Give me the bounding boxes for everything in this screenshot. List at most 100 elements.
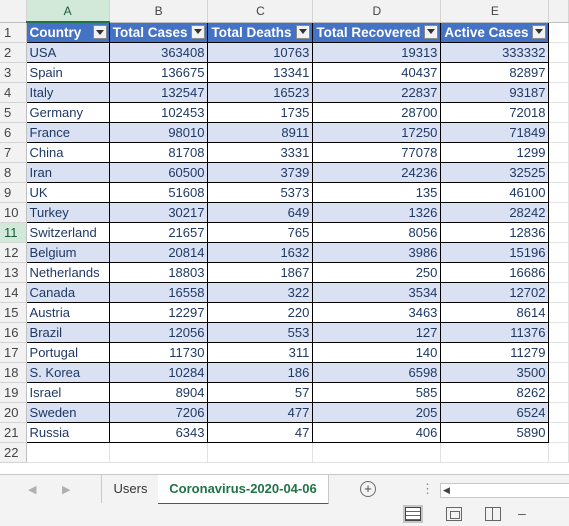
horizontal-scrollbar[interactable]: ◀ xyxy=(440,483,569,498)
active-cell[interactable]: 15196 xyxy=(440,242,550,263)
deaths-cell[interactable]: 311 xyxy=(207,342,314,363)
empty-cell[interactable] xyxy=(548,342,569,363)
sheet-tab-coronavirus[interactable]: Coronavirus-2020-04-06 xyxy=(158,475,329,505)
recovered-cell[interactable]: 8056 xyxy=(312,222,442,243)
recovered-cell[interactable]: 406 xyxy=(312,422,442,443)
active-cell[interactable]: 8614 xyxy=(440,302,550,323)
deaths-cell[interactable]: 8911 xyxy=(207,122,314,143)
scroll-tabs-right-icon[interactable]: ▶ xyxy=(62,484,71,496)
active-cell[interactable]: 46100 xyxy=(440,182,550,203)
row-header[interactable]: 15 xyxy=(0,302,27,323)
recovered-cell[interactable]: 3986 xyxy=(312,242,442,263)
cases-cell[interactable]: 102453 xyxy=(109,102,209,123)
cases-cell[interactable]: 11730 xyxy=(109,342,209,363)
active-cell[interactable]: 8262 xyxy=(440,382,550,403)
row-header[interactable]: 1 xyxy=(0,22,27,43)
row-header[interactable]: 5 xyxy=(0,102,27,123)
row-header[interactable]: 8 xyxy=(0,162,27,183)
active-cell[interactable]: 12836 xyxy=(440,222,550,243)
empty-cell[interactable] xyxy=(548,102,569,123)
active-cell[interactable]: 82897 xyxy=(440,62,550,83)
filter-dropdown-icon[interactable] xyxy=(424,24,439,39)
filter-dropdown-icon[interactable] xyxy=(296,24,311,39)
country-cell[interactable]: Portugal xyxy=(26,342,110,363)
cases-cell[interactable]: 132547 xyxy=(109,82,209,103)
scroll-left-arrow-icon[interactable]: ◀ xyxy=(443,485,450,495)
country-cell[interactable]: Belgium xyxy=(26,242,110,263)
row-header[interactable]: 7 xyxy=(0,142,27,163)
country-cell[interactable]: Turkey xyxy=(26,202,110,223)
deaths-cell[interactable]: 3331 xyxy=(207,142,314,163)
cases-cell[interactable]: 12056 xyxy=(109,322,209,343)
active-cell[interactable]: 11279 xyxy=(440,342,550,363)
active-cell[interactable]: 1299 xyxy=(440,142,550,163)
empty-cell[interactable] xyxy=(548,362,569,383)
normal-view-icon[interactable] xyxy=(403,505,423,523)
country-cell[interactable]: USA xyxy=(26,42,110,63)
deaths-cell[interactable]: 649 xyxy=(207,202,314,223)
cases-cell[interactable]: 10284 xyxy=(109,362,209,383)
deaths-cell[interactable]: 16523 xyxy=(207,82,314,103)
select-all-corner[interactable] xyxy=(0,0,27,23)
empty-cell[interactable] xyxy=(548,122,569,143)
empty-cell[interactable] xyxy=(548,82,569,103)
deaths-cell[interactable]: 322 xyxy=(207,282,314,303)
recovered-cell[interactable]: 40437 xyxy=(312,62,442,83)
cases-cell[interactable]: 21657 xyxy=(109,222,209,243)
row-header[interactable]: 4 xyxy=(0,82,27,103)
active-cell[interactable]: 6524 xyxy=(440,402,550,423)
country-cell[interactable]: Italy xyxy=(26,82,110,103)
recovered-cell[interactable]: 585 xyxy=(312,382,442,403)
header-total-recovered-cell[interactable]: Total Recovered xyxy=(312,22,442,43)
cases-cell[interactable]: 30217 xyxy=(109,202,209,223)
empty-cell[interactable] xyxy=(548,22,569,43)
recovered-cell[interactable]: 140 xyxy=(312,342,442,363)
active-cell[interactable]: 16686 xyxy=(440,262,550,283)
recovered-cell[interactable]: 1326 xyxy=(312,202,442,223)
recovered-cell[interactable]: 3534 xyxy=(312,282,442,303)
cases-cell[interactable]: 98010 xyxy=(109,122,209,143)
deaths-cell[interactable]: 1867 xyxy=(207,262,314,283)
recovered-cell[interactable]: 135 xyxy=(312,182,442,203)
empty-cell[interactable] xyxy=(548,242,569,263)
more-options-icon[interactable]: ⋮ xyxy=(421,481,434,496)
cases-cell[interactable]: 8904 xyxy=(109,382,209,403)
country-cell[interactable]: France xyxy=(26,122,110,143)
empty-cell[interactable] xyxy=(548,442,569,463)
active-cell[interactable]: 28242 xyxy=(440,202,550,223)
active-cell[interactable]: 12702 xyxy=(440,282,550,303)
cases-cell[interactable]: 16558 xyxy=(109,282,209,303)
country-cell[interactable]: UK xyxy=(26,182,110,203)
spreadsheet-grid[interactable]: A B C D E 1 Country Total Cases Total De… xyxy=(0,0,569,463)
country-cell[interactable]: Switzerland xyxy=(26,222,110,243)
deaths-cell[interactable]: 765 xyxy=(207,222,314,243)
empty-cell[interactable] xyxy=(548,382,569,403)
filter-dropdown-icon[interactable] xyxy=(191,24,206,39)
country-cell[interactable]: Iran xyxy=(26,162,110,183)
empty-cell[interactable] xyxy=(548,222,569,243)
deaths-cell[interactable]: 477 xyxy=(207,402,314,423)
empty-cell[interactable] xyxy=(548,162,569,183)
plus-circle-icon[interactable]: + xyxy=(360,481,376,497)
country-cell[interactable]: Brazil xyxy=(26,322,110,343)
header-active-cases-cell[interactable]: Active Cases xyxy=(440,22,550,43)
empty-cell[interactable] xyxy=(548,42,569,63)
deaths-cell[interactable]: 5373 xyxy=(207,182,314,203)
row-header[interactable]: 6 xyxy=(0,122,27,143)
empty-cell[interactable] xyxy=(548,202,569,223)
recovered-cell[interactable]: 17250 xyxy=(312,122,442,143)
header-total-cases-cell[interactable]: Total Cases xyxy=(109,22,209,43)
cases-cell[interactable]: 60500 xyxy=(109,162,209,183)
cases-cell[interactable]: 20814 xyxy=(109,242,209,263)
row-header[interactable]: 12 xyxy=(0,242,27,263)
cases-cell[interactable]: 18803 xyxy=(109,262,209,283)
country-cell[interactable]: China xyxy=(26,142,110,163)
recovered-cell[interactable]: 28700 xyxy=(312,102,442,123)
empty-cell[interactable] xyxy=(312,442,442,463)
cases-cell[interactable]: 51608 xyxy=(109,182,209,203)
empty-cell[interactable] xyxy=(548,62,569,83)
deaths-cell[interactable]: 47 xyxy=(207,422,314,443)
page-break-preview-icon[interactable] xyxy=(485,507,501,521)
empty-cell[interactable] xyxy=(109,442,209,463)
empty-cell[interactable] xyxy=(548,402,569,423)
